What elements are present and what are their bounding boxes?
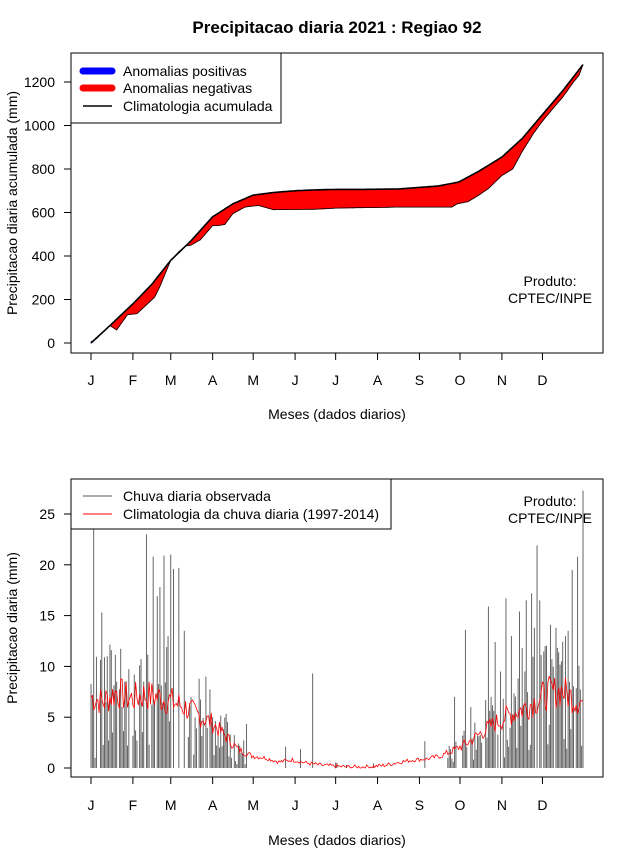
bottom-x-tick-label: J — [332, 797, 339, 813]
bottom-climatology-line — [90, 675, 584, 769]
chart-title: Precipitacao diaria 2021 : Regiao 92 — [192, 18, 481, 37]
bottom-x-tick-label: J — [292, 797, 299, 813]
bottom-y-tick-label: 25 — [39, 506, 55, 522]
legend-label-negative: Anomalias negativas — [123, 80, 252, 96]
top-x-tick-label: J — [88, 372, 95, 388]
top-x-tick-label: M — [165, 372, 177, 388]
top-x-tick-label: A — [208, 372, 218, 388]
bottom-x-tick-label: F — [129, 797, 138, 813]
top-x-tick-label: M — [247, 372, 259, 388]
top-product-label: Produto: — [524, 273, 577, 289]
bottom-y-axis: 0 5 10 15 20 25 — [39, 506, 72, 776]
legend-label-rain-climatology: Climatologia da chuva diaria (1997-2014) — [123, 506, 379, 522]
bottom-y-tick-label: 5 — [47, 709, 55, 725]
top-y-tick-label: 600 — [32, 205, 56, 221]
top-x-tick-label: F — [129, 372, 138, 388]
legend-label-climatology: Climatologia acumulada — [123, 98, 273, 114]
top-product-source: CPTEC/INPE — [508, 290, 592, 306]
bottom-y-tick-label: 10 — [39, 658, 55, 674]
bottom-x-tick-label: O — [455, 797, 466, 813]
bottom-x-tick-label: D — [537, 797, 547, 813]
bottom-x-tick-label: J — [88, 797, 95, 813]
legend-label-observed-rain: Chuva diaria observada — [123, 488, 271, 504]
bottom-y-tick-label: 20 — [39, 557, 55, 573]
bottom-product-label: Produto: — [524, 493, 577, 509]
bottom-x-tick-label: A — [373, 797, 383, 813]
top-x-tick-label: J — [332, 372, 339, 388]
top-legend: Anomalias positivas Anomalias negativas … — [70, 52, 282, 124]
bottom-y-tick-label: 0 — [47, 760, 55, 776]
bottom-legend-box — [70, 478, 392, 530]
top-panel: 0 200 400 600 800 1000 1200 J F M A M J J A S O N D Preci… — [4, 52, 604, 422]
bottom-x-tick-label: M — [165, 797, 177, 813]
top-x-tick-label: A — [373, 372, 383, 388]
top-y-tick-label: 1200 — [24, 74, 55, 90]
top-y-tick-label: 1000 — [24, 118, 55, 134]
bottom-legend: Chuva diaria observada Climatologia da c… — [70, 478, 392, 530]
top-x-tick-label: S — [415, 372, 424, 388]
bottom-product-source: CPTEC/INPE — [508, 510, 592, 526]
top-x-tick-label: O — [455, 372, 466, 388]
top-x-tick-label: J — [292, 372, 299, 388]
top-y-axis-label: Precipitacao diaria acumulada (mm) — [4, 91, 20, 315]
bottom-panel: 0 5 10 15 20 25 J F M A M J J A S O N D Precipitacao dia… — [4, 478, 604, 848]
top-x-axis-label: Meses (dados diarios) — [268, 406, 406, 422]
legend-label-positive: Anomalias positivas — [123, 63, 247, 79]
top-y-axis: 0 200 400 600 800 1000 1200 — [24, 74, 72, 351]
bottom-x-tick-label: M — [247, 797, 259, 813]
top-climatology-line — [90, 64, 584, 344]
bottom-x-tick-label: N — [497, 797, 507, 813]
top-x-tick-label: N — [497, 372, 507, 388]
top-x-tick-label: D — [537, 372, 547, 388]
top-y-tick-label: 0 — [47, 335, 55, 351]
bottom-x-tick-label: A — [208, 797, 218, 813]
top-y-tick-label: 400 — [32, 248, 56, 264]
top-y-tick-label: 200 — [32, 292, 56, 308]
top-y-tick-label: 800 — [32, 161, 56, 177]
bottom-x-tick-label: S — [415, 797, 424, 813]
bottom-y-tick-label: 15 — [39, 608, 55, 624]
bottom-y-axis-label: Precipitacao diaria (mm) — [4, 552, 20, 704]
bottom-x-axis-label: Meses (dados diarios) — [268, 832, 406, 848]
bottom-daily-bars — [90, 490, 584, 768]
